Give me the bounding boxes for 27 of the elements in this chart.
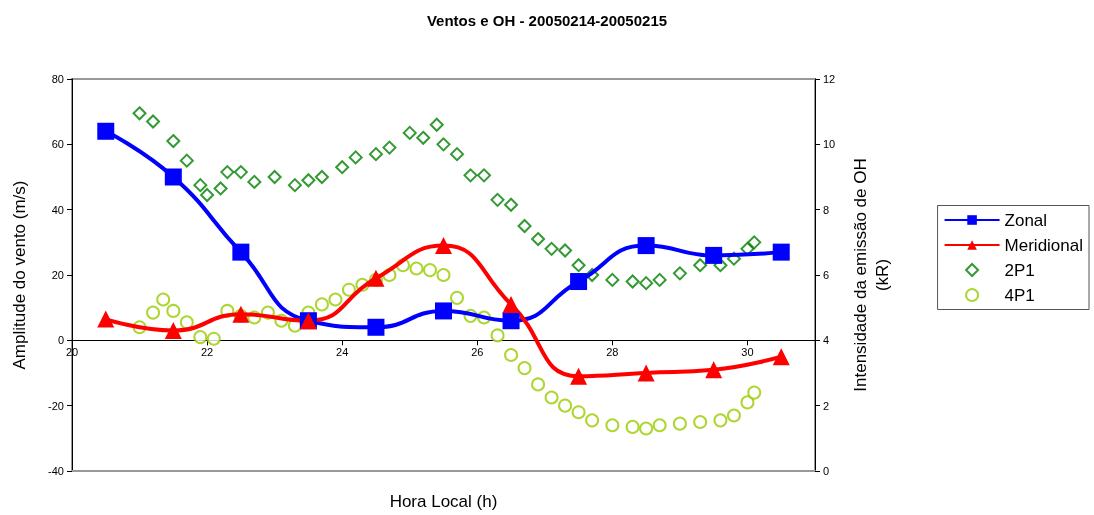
- y2-tick-label: 4: [823, 334, 830, 347]
- x-tick-label: 26: [471, 345, 484, 358]
- legend-label: Meridional: [1004, 235, 1084, 255]
- y2-tick-label: 2: [823, 399, 830, 412]
- y-tick-label: -40: [48, 465, 64, 477]
- chart-title: Ventos e OH - 20050214-20050215: [426, 12, 668, 29]
- y2-tick-label: 0: [823, 465, 830, 477]
- y-tick-label: -20: [48, 399, 64, 412]
- x-axis-title: Hora Local (h): [389, 492, 498, 511]
- y2-tick-label: 8: [823, 203, 830, 216]
- y2-tick-label: 6: [823, 269, 830, 281]
- x-tick-label: 24: [336, 345, 349, 358]
- legend-label: Zonal: [1004, 210, 1048, 230]
- y2-axis-title: Intensidade da emissão de OH (kR): [850, 158, 892, 392]
- y-axis-title: Amplitude do vento (m/s): [9, 180, 29, 370]
- legend-label: 2P1: [1004, 260, 1035, 280]
- y2-tick-label: 12: [823, 73, 836, 85]
- y-tick-label: 20: [51, 269, 64, 281]
- x-tick-label: 30: [741, 345, 754, 358]
- y-tick-label: 40: [51, 203, 64, 216]
- y2-tick-label: 10: [823, 138, 836, 151]
- legend-label: 4P1: [1004, 285, 1035, 305]
- y-tick-label: 80: [51, 73, 64, 85]
- x-tick-label: 28: [606, 345, 619, 358]
- x-tick-label: 22: [200, 345, 214, 358]
- y-tick-label: 0: [57, 334, 64, 347]
- y-tick-label: 60: [51, 138, 64, 151]
